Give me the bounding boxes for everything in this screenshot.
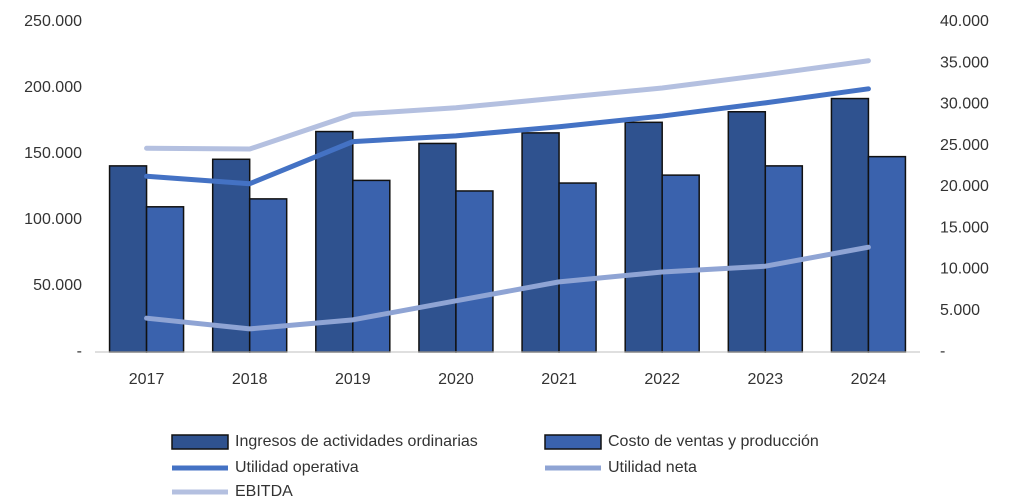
y-tick-label: 50.000 (33, 277, 82, 294)
y2-tick-label: 10.000 (940, 261, 989, 278)
bar (315, 130, 354, 353)
bar (521, 132, 560, 353)
x-tick-label: 2022 (644, 371, 680, 388)
bar (624, 121, 663, 353)
legend-swatch (171, 434, 229, 450)
y2-tick-label: 5.000 (940, 302, 980, 319)
y2-tick-label: 35.000 (940, 54, 989, 71)
legend-label: Utilidad neta (608, 459, 697, 476)
bar (211, 158, 251, 353)
y-tick-label: 100.000 (24, 211, 82, 228)
bar (108, 165, 148, 353)
legend-label: EBITDA (235, 483, 293, 500)
bar (418, 142, 457, 353)
y2-tick-label: 20.000 (940, 178, 989, 195)
legend-label: Costo de ventas y producción (608, 433, 819, 450)
y2-tick-label: 40.000 (940, 13, 989, 30)
x-tick-label: 2023 (748, 371, 784, 388)
y-tick-label: - (77, 343, 82, 360)
y2-tick-label: - (940, 343, 945, 360)
x-tick-label: 2017 (129, 371, 165, 388)
x-tick-label: 2024 (851, 371, 887, 388)
y-tick-label: 150.000 (24, 145, 82, 162)
bar (830, 97, 870, 353)
legend-label: Ingresos de actividades ordinarias (235, 433, 478, 450)
bar (867, 155, 907, 353)
x-tick-label: 2020 (438, 371, 474, 388)
bar (727, 111, 767, 353)
line-series (144, 244, 871, 332)
x-tick-label: 2018 (232, 371, 268, 388)
bar (455, 190, 494, 353)
legend-label: Utilidad operativa (235, 459, 359, 476)
y2-tick-label: 25.000 (940, 137, 989, 154)
y2-tick-label: 15.000 (940, 219, 989, 236)
y2-tick-label: 30.000 (940, 96, 989, 113)
bar (558, 182, 597, 353)
bar (352, 179, 391, 353)
y-tick-label: 250.000 (24, 13, 82, 30)
x-tick-label: 2019 (335, 371, 371, 388)
y-tick-label: 200.000 (24, 79, 82, 96)
bar (661, 174, 700, 353)
x-tick-label: 2021 (541, 371, 577, 388)
line-series (144, 86, 871, 187)
legend-swatch (544, 434, 602, 450)
line-series (144, 58, 871, 152)
bar (145, 206, 185, 353)
